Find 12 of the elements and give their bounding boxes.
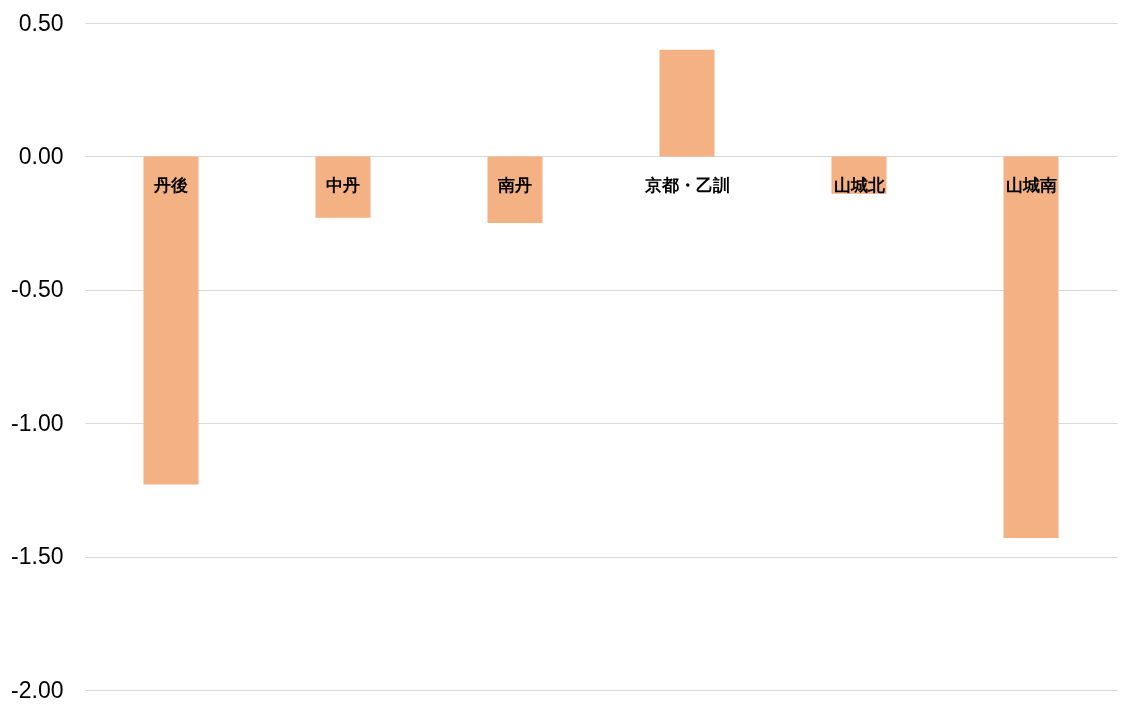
x-tick-label: 丹後 [153, 175, 188, 196]
x-tick-label: 京都・乙訓 [643, 175, 730, 196]
y-tick-label: 0.50 [18, 9, 64, 36]
y-tick-label: 0.00 [18, 142, 64, 169]
y-tick-label: -0.50 [11, 276, 64, 303]
x-tick-label: 中丹 [326, 175, 360, 196]
y-tick-label: -1.00 [11, 409, 64, 436]
y-tick-label: -2.00 [11, 676, 64, 703]
x-tick-label: 山城南 [1005, 175, 1057, 196]
y-tick-label: -1.50 [11, 543, 64, 570]
x-tick-label: 南丹 [497, 175, 532, 196]
x-tick-label: 山城北 [833, 175, 886, 196]
